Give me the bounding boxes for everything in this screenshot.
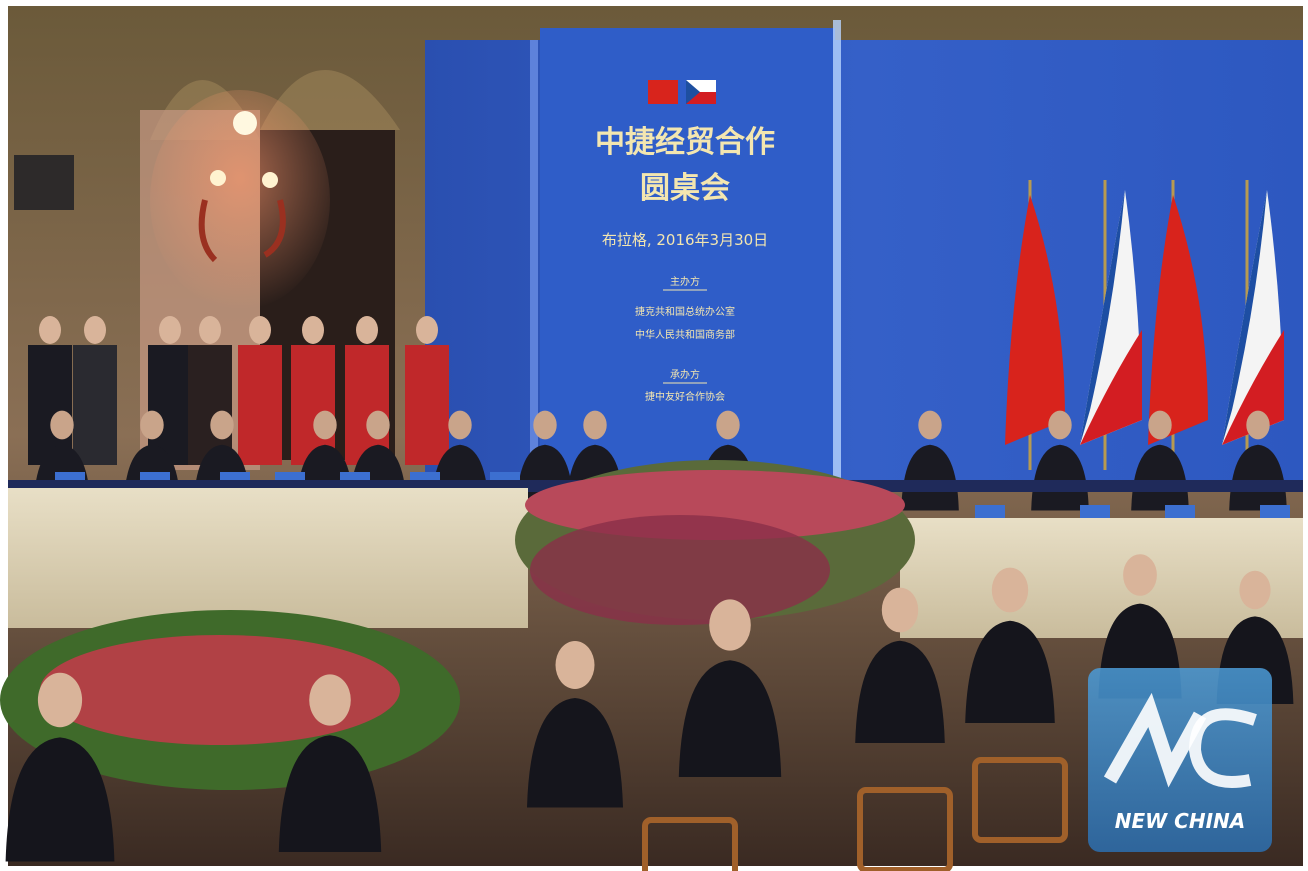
delegate-head (918, 410, 942, 440)
person-body (73, 345, 117, 465)
person-head (39, 316, 61, 344)
attendee-body (278, 735, 382, 852)
chair (972, 757, 1068, 843)
person-body (188, 345, 232, 465)
person-head (199, 316, 221, 344)
chair (642, 817, 738, 871)
delegate-head (50, 410, 74, 440)
delegate-body (1229, 444, 1287, 511)
watermark-text: NEW CHINA (1115, 809, 1246, 833)
backdrop-label: 主办方 (670, 275, 700, 288)
name-card (975, 505, 1005, 521)
standing-people (28, 316, 449, 465)
flag (1005, 195, 1065, 445)
watermark: NEW CHINA (1088, 668, 1272, 852)
name-card (1165, 505, 1195, 521)
person-head (356, 316, 378, 344)
attendee-body (965, 620, 1055, 723)
attendee-head (709, 599, 751, 651)
attendee-head (881, 587, 919, 633)
person-body (291, 345, 335, 465)
delegate-head (448, 410, 472, 440)
person-head (159, 316, 181, 344)
person-body (28, 345, 72, 465)
flag (1080, 330, 1142, 445)
backdrop-organizer: 中华人民共和国商务部 (635, 328, 735, 341)
flag (1080, 190, 1125, 445)
backdrop-date: 布拉格, 2016年3月30日 (602, 231, 768, 249)
delegate-head (1048, 410, 1072, 440)
delegate-head (210, 410, 234, 440)
backdrop-organizer: 捷克共和国总统办公室 (635, 305, 735, 318)
delegate-head (533, 410, 557, 440)
person-head (302, 316, 324, 344)
backdrop-title: 中捷经贸合作 (595, 125, 775, 160)
person-head (84, 316, 106, 344)
delegate-head (1148, 410, 1172, 440)
flag (1222, 190, 1267, 445)
delegate-body (1131, 444, 1189, 511)
delegate-head (140, 410, 164, 440)
person-body (345, 345, 389, 465)
attendee-body (527, 698, 623, 808)
attendee-head (37, 672, 83, 728)
attendee-head (1239, 570, 1271, 610)
delegate-head (1246, 410, 1270, 440)
attendee-head (555, 641, 595, 689)
delegate-head (313, 410, 337, 440)
flag (1148, 195, 1208, 445)
attendee-head (309, 674, 351, 726)
person-body (148, 345, 192, 465)
name-card (1080, 505, 1110, 521)
backdrop-title: 圆桌会 (640, 171, 730, 206)
delegate-body (1031, 444, 1089, 511)
person-body (405, 345, 449, 465)
backdrop-label: 承办方 (670, 368, 700, 381)
name-card (1260, 505, 1290, 521)
table (8, 480, 1303, 638)
person-head (416, 316, 438, 344)
delegate-body (901, 444, 959, 511)
delegate-head (366, 410, 390, 440)
audience (5, 554, 1294, 871)
delegate-head (583, 410, 607, 440)
attendee-head (1123, 554, 1157, 596)
backdrop-co-organizer: 捷中友好合作协会 (645, 390, 725, 403)
backdrop: 中捷经贸合作 圆桌会 布拉格, 2016年3月30日 主办方 捷克共和国总统办公… (425, 20, 1303, 480)
attendee-body (5, 737, 115, 862)
flags (1005, 180, 1284, 470)
chair (857, 787, 953, 871)
attendee-body (855, 640, 945, 743)
person-body (238, 345, 282, 465)
flag (1222, 330, 1284, 445)
person-head (249, 316, 271, 344)
delegate-head (716, 410, 740, 440)
attendee-head (991, 567, 1029, 613)
attendee-body (678, 660, 782, 777)
